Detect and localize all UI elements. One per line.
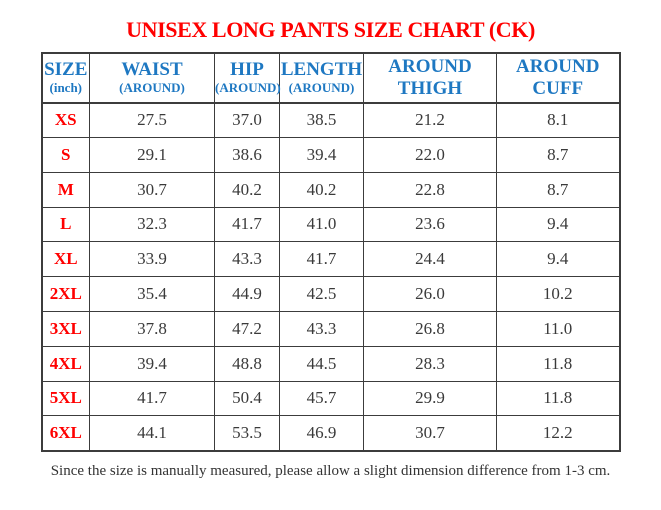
size-label: 6XL	[41, 415, 90, 452]
value-cell: 29.9	[363, 380, 497, 417]
value-cell: 21.2	[363, 102, 497, 138]
column-header-size: SIZE (inch)	[41, 52, 90, 104]
value-cell: 43.3	[279, 310, 364, 347]
value-cell: 26.0	[363, 276, 497, 312]
value-cell: 43.3	[214, 241, 280, 278]
size-label: S	[41, 136, 90, 173]
size-label: XL	[41, 241, 90, 278]
table-row-xl: XL 33.9 43.3 41.7 24.4 9.4	[41, 241, 620, 278]
column-header-waist: WAIST (AROUND)	[89, 52, 215, 104]
column-header-sublabel: (AROUND)	[119, 80, 185, 96]
value-cell: 40.2	[214, 171, 280, 208]
value-cell: 39.4	[279, 136, 364, 173]
page-title: UNISEX LONG PANTS SIZE CHART (CK)	[126, 17, 535, 42]
value-cell: 41.0	[279, 206, 364, 243]
value-cell: 37.8	[89, 310, 215, 347]
column-header-label: WAIST	[121, 59, 183, 81]
value-cell: 38.5	[279, 102, 364, 138]
column-header-around-thigh: AROUND THIGH	[363, 52, 497, 104]
value-cell: 41.7	[279, 241, 364, 278]
value-cell: 22.0	[363, 136, 497, 173]
value-cell: 24.4	[363, 241, 497, 278]
value-cell: 41.7	[89, 380, 215, 417]
value-cell: 26.8	[363, 310, 497, 347]
table-row-2xl: 2XL 35.4 44.9 42.5 26.0 10.2	[41, 276, 620, 312]
value-cell: 39.4	[89, 345, 215, 382]
value-cell: 11.8	[496, 380, 620, 417]
table-row-4xl: 4XL 39.4 48.8 44.5 28.3 11.8	[41, 345, 620, 382]
table-row-m: M 30.7 40.2 40.2 22.8 8.7	[41, 171, 620, 208]
size-label: 4XL	[41, 345, 90, 382]
value-cell: 27.5	[89, 102, 215, 138]
value-cell: 22.8	[363, 171, 497, 208]
column-header-hip: HIP (AROUND)	[214, 52, 281, 104]
value-cell: 41.7	[214, 206, 280, 243]
value-cell: 8.7	[496, 171, 620, 208]
value-cell: 32.3	[89, 206, 215, 243]
value-cell: 9.4	[496, 241, 620, 278]
column-header-label: AROUND	[516, 56, 600, 77]
size-label: 2XL	[41, 276, 90, 312]
value-cell: 40.2	[279, 171, 364, 208]
value-cell: 8.7	[496, 136, 620, 173]
value-cell: 30.7	[89, 171, 215, 208]
value-cell: 29.1	[89, 136, 215, 173]
size-label: M	[41, 171, 90, 208]
value-cell: 9.4	[496, 206, 620, 243]
column-header-sublabel: (AROUND)	[215, 80, 281, 96]
value-cell: 44.5	[279, 345, 364, 382]
column-header-length: LENGTH (AROUND)	[279, 52, 364, 104]
value-cell: 37.0	[214, 102, 280, 138]
table-row-xs: XS 27.5 37.0 38.5 21.2 8.1	[41, 102, 620, 138]
size-chart-table: SIZE (inch) WAIST (AROUND) HIP (AROUND) LENGTH…	[40, 52, 621, 452]
value-cell: 33.9	[89, 241, 215, 278]
value-cell: 44.9	[214, 276, 280, 312]
size-label: L	[41, 206, 90, 243]
value-cell: 11.8	[496, 345, 620, 382]
value-cell: 30.7	[363, 415, 497, 452]
size-label: 5XL	[41, 380, 90, 417]
column-header-label: HIP	[230, 59, 264, 81]
column-header-sublabel: (inch)	[49, 80, 83, 96]
value-cell: 53.5	[214, 415, 280, 452]
value-cell: 48.8	[214, 345, 280, 382]
column-header-sublabel: CUFF	[532, 77, 584, 99]
column-header-around-cuff: AROUND CUFF	[496, 52, 620, 104]
size-label: 3XL	[41, 310, 90, 347]
value-cell: 11.0	[496, 310, 620, 347]
table-row-3xl: 3XL 37.8 47.2 43.3 26.8 11.0	[41, 310, 620, 347]
value-cell: 47.2	[214, 310, 280, 347]
value-cell: 8.1	[496, 102, 620, 138]
table-row-5xl: 5XL 41.7 50.4 45.7 29.9 11.8	[41, 380, 620, 417]
value-cell: 35.4	[89, 276, 215, 312]
value-cell: 10.2	[496, 276, 620, 312]
column-header-sublabel: THIGH	[397, 77, 463, 99]
table-row-s: S 29.1 38.6 39.4 22.0 8.7	[41, 136, 620, 173]
column-header-label: LENGTH	[280, 59, 363, 81]
column-header-label: AROUND	[388, 56, 472, 77]
value-cell: 45.7	[279, 380, 364, 417]
column-header-sublabel: (AROUND)	[288, 80, 355, 96]
value-cell: 44.1	[89, 415, 215, 452]
value-cell: 23.6	[363, 206, 497, 243]
table-row-6xl: 6XL 44.1 53.5 46.9 30.7 12.2	[41, 415, 620, 452]
measurement-note: Since the size is manually measured, ple…	[50, 462, 611, 479]
value-cell: 50.4	[214, 380, 280, 417]
value-cell: 46.9	[279, 415, 364, 452]
value-cell: 28.3	[363, 345, 497, 382]
value-cell: 12.2	[496, 415, 620, 452]
value-cell: 38.6	[214, 136, 280, 173]
column-header-label: SIZE	[44, 59, 88, 81]
table-row-l: L 32.3 41.7 41.0 23.6 9.4	[41, 206, 620, 243]
value-cell: 42.5	[279, 276, 364, 312]
header-row: SIZE (inch) WAIST (AROUND) HIP (AROUND) LENGTH…	[41, 52, 620, 104]
size-label: XS	[41, 102, 90, 138]
